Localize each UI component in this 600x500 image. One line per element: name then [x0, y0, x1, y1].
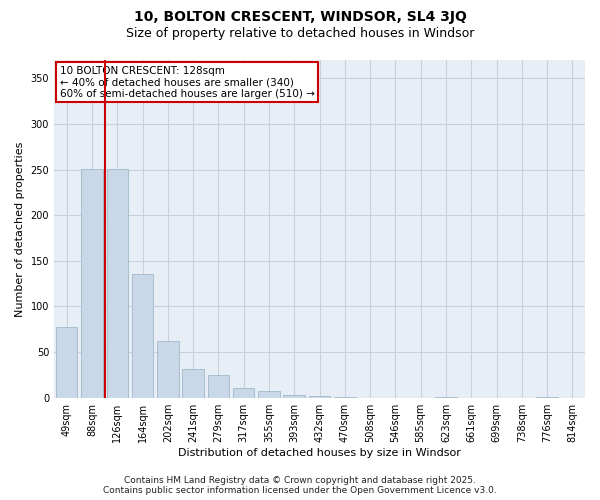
Bar [56, 326, 77, 398]
Text: 10, BOLTON CRESCENT, WINDSOR, SL4 3JQ: 10, BOLTON CRESCENT, WINDSOR, SL4 3JQ [134, 10, 466, 24]
Text: Contains HM Land Registry data © Crown copyright and database right 2025.
Contai: Contains HM Land Registry data © Crown c… [103, 476, 497, 495]
Bar [334, 397, 356, 398]
Bar [536, 397, 558, 398]
Bar [157, 341, 179, 398]
Bar [208, 375, 229, 398]
Bar [182, 370, 204, 398]
Bar [283, 395, 305, 398]
Bar [107, 168, 128, 398]
Bar [233, 388, 254, 398]
Bar [309, 396, 330, 398]
Y-axis label: Number of detached properties: Number of detached properties [15, 141, 25, 316]
Text: 10 BOLTON CRESCENT: 128sqm
← 40% of detached houses are smaller (340)
60% of sem: 10 BOLTON CRESCENT: 128sqm ← 40% of deta… [59, 66, 314, 99]
X-axis label: Distribution of detached houses by size in Windsor: Distribution of detached houses by size … [178, 448, 461, 458]
Bar [132, 274, 153, 398]
Text: Size of property relative to detached houses in Windsor: Size of property relative to detached ho… [126, 28, 474, 40]
Bar [258, 392, 280, 398]
Bar [435, 397, 457, 398]
Bar [81, 168, 103, 398]
